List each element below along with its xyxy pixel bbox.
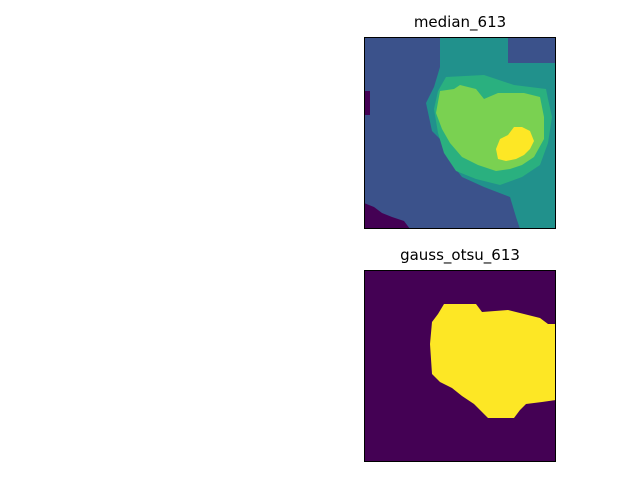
median-frame <box>364 37 556 229</box>
otsu-image-panel <box>364 270 556 462</box>
otsu-threshold-image <box>364 270 556 462</box>
panel-title-gauss-otsu: gauss_otsu_613 <box>400 246 520 264</box>
otsu-foreground-mask <box>430 304 556 418</box>
median-image-panel <box>364 37 556 229</box>
median-top-right-notch <box>508 37 556 63</box>
median-segmentation-image <box>364 37 556 229</box>
median-level-5-region <box>496 127 534 161</box>
median-left-notch <box>364 91 370 115</box>
panel-title-median: median_613 <box>413 13 507 31</box>
otsu-frame <box>364 270 556 462</box>
median-bottom-left-region <box>364 203 410 229</box>
